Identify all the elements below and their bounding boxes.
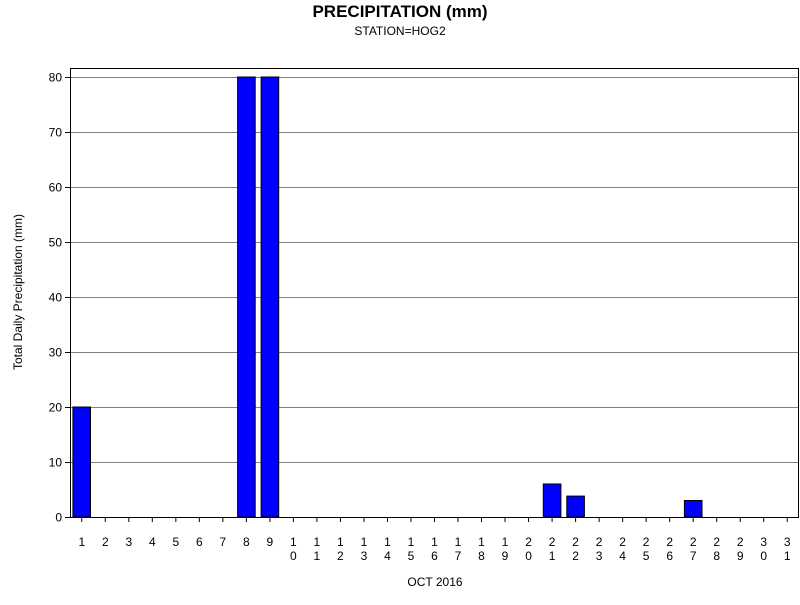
y-tick-label: 30 <box>49 346 63 360</box>
y-tick-label: 80 <box>49 71 63 85</box>
bar <box>72 406 92 518</box>
y-tick-label: 50 <box>49 236 63 250</box>
x-tick-label: 5 <box>172 535 179 549</box>
chart-subtitle: STATION=HOG2 <box>354 24 446 38</box>
bar <box>237 76 256 518</box>
y-tick-label: 10 <box>49 456 63 470</box>
bar <box>566 495 585 518</box>
x-tick-label: 8 <box>243 535 250 549</box>
x-tick-label: 6 <box>196 535 203 549</box>
x-tick-label: 3 <box>125 535 132 549</box>
x-tick-label: 9 <box>267 535 274 549</box>
bar <box>542 483 562 518</box>
y-tick-label: 60 <box>49 181 63 195</box>
bar <box>683 500 703 518</box>
x-tick-label: 2 <box>102 535 109 549</box>
y-tick-label: 20 <box>49 401 63 415</box>
y-tick-label: 40 <box>49 291 63 305</box>
x-tick-label: 4 <box>149 535 156 549</box>
chart-title: PRECIPITATION (mm) <box>312 2 487 21</box>
y-tick-label: 70 <box>49 126 63 140</box>
x-tick-label: 1 <box>78 535 85 549</box>
y-tick-label: 0 <box>55 511 62 525</box>
grid-layer <box>70 77 799 463</box>
x-axis-label: OCT 2016 <box>407 575 462 589</box>
x-tick-label: 7 <box>220 535 227 549</box>
y-axis-label: Total Daily Precipitation (mm) <box>11 214 25 370</box>
bar <box>260 76 280 518</box>
plot-frame <box>70 68 799 518</box>
